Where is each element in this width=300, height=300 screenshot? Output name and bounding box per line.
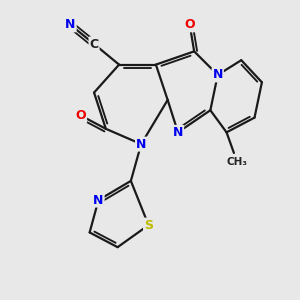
Text: N: N: [212, 68, 223, 81]
Text: CH₃: CH₃: [226, 158, 248, 167]
Text: C: C: [89, 38, 99, 50]
Text: S: S: [144, 219, 153, 232]
Text: O: O: [76, 109, 86, 122]
Text: N: N: [173, 126, 183, 139]
Text: N: N: [65, 18, 76, 32]
Text: N: N: [93, 194, 104, 207]
Text: O: O: [184, 18, 195, 32]
Text: N: N: [136, 138, 146, 151]
